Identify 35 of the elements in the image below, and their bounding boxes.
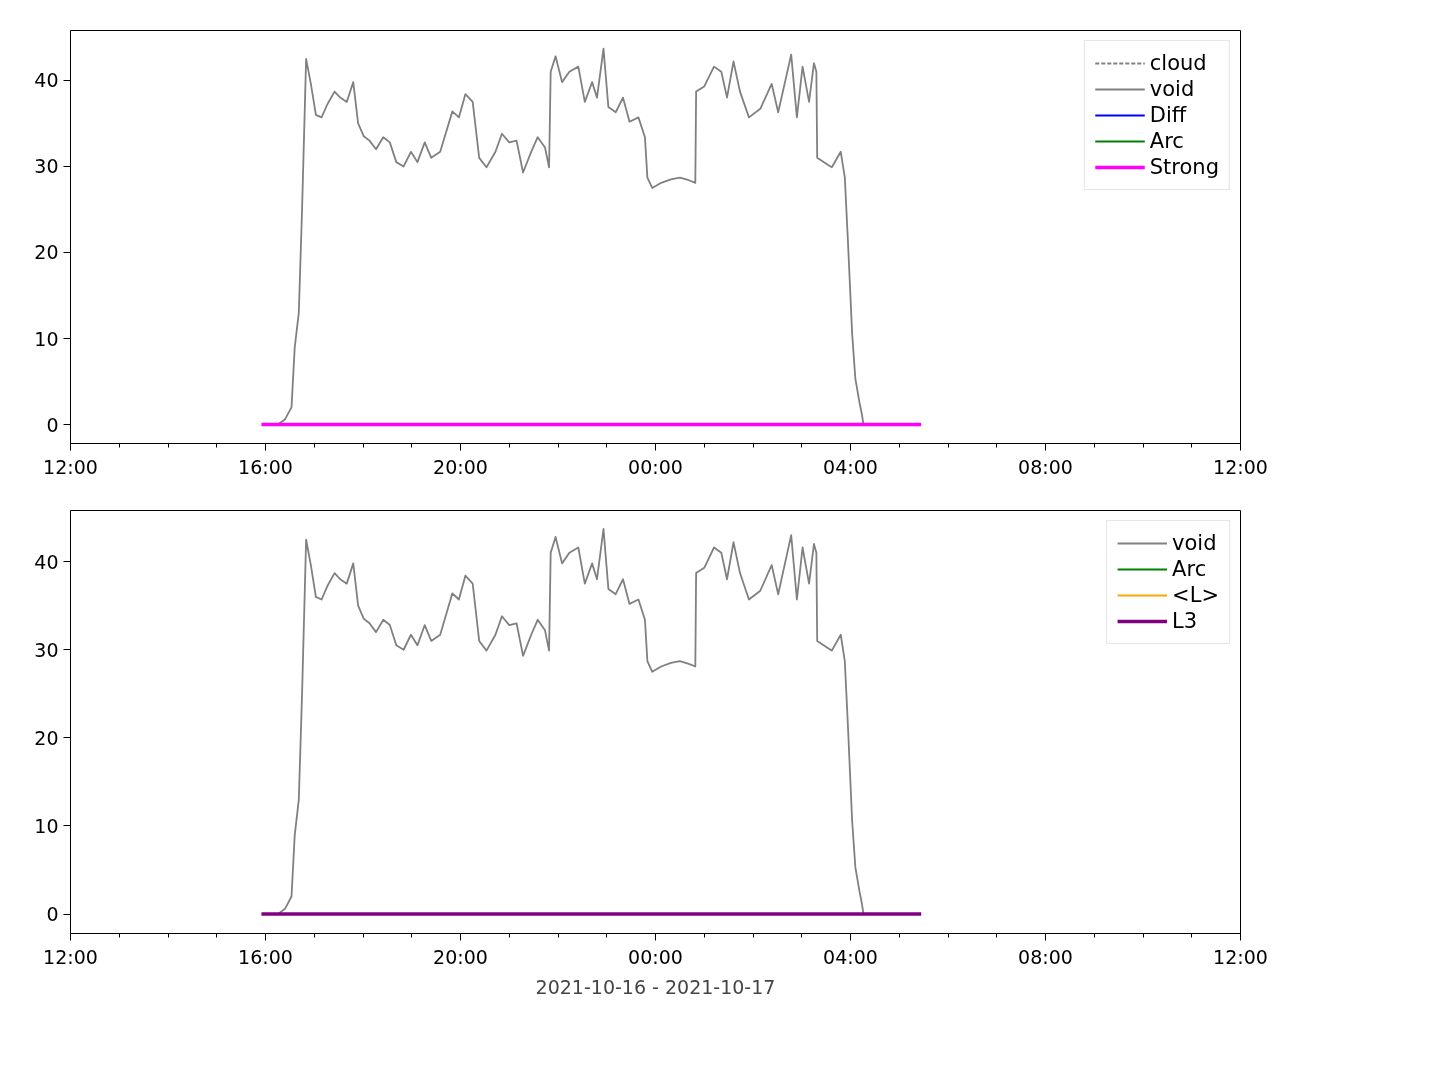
y-tick-label: 30 — [34, 155, 59, 178]
y-tick-label: 0 — [46, 903, 59, 926]
legend-label: <L> — [1172, 583, 1219, 607]
legend-label: void — [1149, 77, 1195, 101]
x-tick-label: 20:00 — [433, 945, 488, 968]
legend-label: Arc — [1149, 129, 1184, 153]
y-tick-label: 0 — [46, 413, 59, 436]
legend-label: Diff — [1149, 103, 1187, 127]
x-tick-label: 12:00 — [43, 455, 98, 478]
legend-label: Arc — [1172, 557, 1207, 581]
x-tick-label: 00:00 — [628, 945, 683, 968]
x-tick-label: 00:00 — [628, 455, 683, 478]
x-tick-label: 08:00 — [1018, 455, 1073, 478]
x-tick-label: 20:00 — [433, 455, 488, 478]
y-tick-label: 10 — [34, 814, 59, 837]
x-tick-label: 16:00 — [238, 945, 293, 968]
x-tick-label: 04:00 — [823, 455, 878, 478]
x-tick-label: 08:00 — [1018, 945, 1073, 968]
legend-label: L3 — [1172, 609, 1198, 633]
legend-label: Strong — [1149, 155, 1219, 179]
y-tick-label: 20 — [34, 726, 59, 749]
x-tick-label: 12:00 — [43, 945, 98, 968]
y-tick-label: 40 — [34, 550, 59, 573]
y-tick-label: 10 — [34, 327, 59, 350]
legend-label: void — [1172, 531, 1217, 555]
y-tick-label: 40 — [34, 69, 59, 92]
line-series — [276, 47, 865, 426]
y-tick-label: 20 — [34, 241, 59, 264]
y-tick-label: 30 — [34, 638, 59, 661]
x-tick-label: 16:00 — [238, 455, 293, 478]
x-axis-title: 2021-10-16 - 2021-10-17 — [535, 975, 776, 998]
x-tick-label: 12:00 — [1213, 945, 1268, 968]
x-tick-label: 04:00 — [823, 945, 878, 968]
x-tick-label: 12:00 — [1213, 455, 1268, 478]
legend-label: cloud — [1149, 51, 1207, 75]
